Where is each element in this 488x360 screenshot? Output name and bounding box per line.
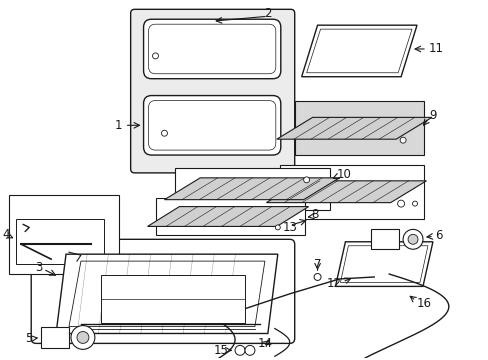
Text: 7: 7 [313,258,321,271]
Polygon shape [266,181,426,203]
Circle shape [303,177,309,183]
Polygon shape [301,25,416,77]
Text: 8: 8 [311,208,318,221]
Circle shape [152,53,158,59]
Polygon shape [164,178,339,200]
Text: 11: 11 [428,42,443,55]
Bar [175,168,329,210]
Bar [370,229,398,249]
Polygon shape [335,242,432,287]
Text: 12: 12 [326,278,341,291]
FancyBboxPatch shape [143,95,280,155]
Circle shape [407,234,417,244]
Circle shape [161,130,167,136]
Bar [279,165,423,220]
Circle shape [397,200,404,207]
Circle shape [275,225,280,230]
Text: 5: 5 [25,332,33,345]
Circle shape [235,345,244,355]
Text: 10: 10 [336,168,351,181]
Text: 15: 15 [213,344,227,357]
Text: 4: 4 [2,228,10,241]
Polygon shape [56,254,277,333]
Circle shape [313,274,321,280]
Bar [155,198,304,235]
Circle shape [402,229,422,249]
Text: 2: 2 [264,7,271,20]
Text: 1: 1 [115,119,122,132]
Circle shape [399,137,405,143]
Text: 9: 9 [428,109,436,122]
FancyBboxPatch shape [31,239,294,343]
Circle shape [244,345,254,355]
Bar [101,275,244,323]
Text: 3: 3 [36,261,43,274]
Text: 16: 16 [416,297,431,310]
Text: 6: 6 [434,229,442,242]
FancyBboxPatch shape [130,9,294,173]
FancyBboxPatch shape [143,19,280,79]
Circle shape [71,325,95,349]
Bar [294,100,423,155]
Text: 13: 13 [282,221,297,234]
Polygon shape [147,207,308,226]
Text: 14: 14 [257,337,272,350]
Bar [9,195,119,274]
Circle shape [412,201,417,206]
Bar [41,327,69,348]
Polygon shape [276,117,431,139]
Circle shape [77,332,89,343]
Bar [16,220,103,264]
